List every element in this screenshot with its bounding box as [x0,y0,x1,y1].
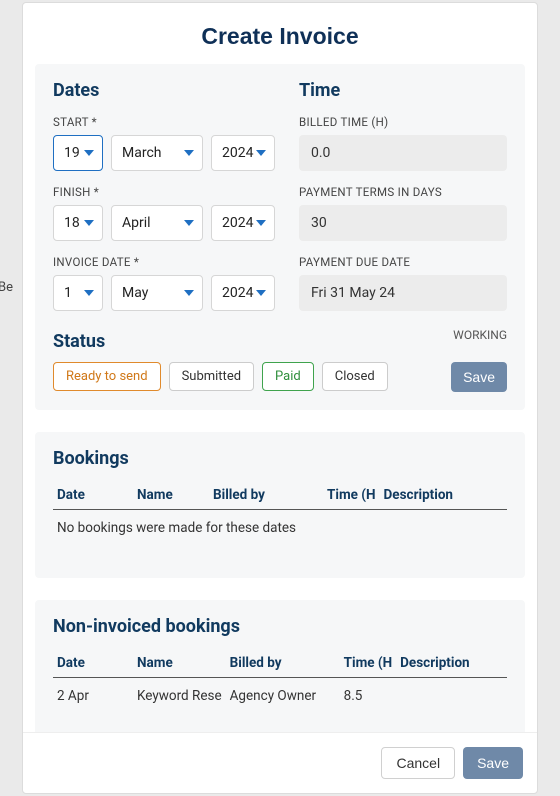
bookings-col-name: Name [133,481,209,510]
noninvoiced-table: Date Name Billed by Time (H Description … [53,649,507,732]
status-working-label: WORKING [453,328,507,342]
chevron-down-icon [84,290,94,296]
status-save-button[interactable]: Save [451,362,507,392]
status-chip-submitted[interactable]: Submitted [169,362,254,391]
chevron-down-icon [256,290,266,296]
payment-terms-label: PAYMENT TERMS IN DAYS [299,185,507,199]
noninvoiced-description [396,678,507,715]
start-label: START [53,115,275,129]
billed-time-value: 0.0 [299,135,507,171]
finish-year-select[interactable]: 2024 [211,205,275,241]
invoice-day-select[interactable]: 1 [53,275,103,311]
bookings-empty-text: No bookings were made for these dates [53,510,507,547]
chevron-down-icon [184,290,194,296]
noninvoiced-row[interactable]: 2 Apr Keyword Rese Agency Owner 8.5 [53,678,507,715]
finish-year-value: 2024 [222,215,253,231]
invoice-date-label: INVOICE DATE [53,255,275,269]
noninvoiced-col-billed: Billed by [226,649,340,678]
save-button[interactable]: Save [463,747,523,779]
chevron-down-icon [84,150,94,156]
noninvoiced-billed: Agency Owner [226,678,340,715]
chevron-down-icon [84,220,94,226]
chevron-down-icon [256,150,266,156]
bookings-heading: Bookings [53,448,507,469]
finish-label: FINISH [53,185,275,199]
payment-terms-value: 30 [299,205,507,241]
status-chip-closed[interactable]: Closed [322,362,388,391]
payment-due-label: PAYMENT DUE DATE [299,255,507,269]
start-day-value: 19 [64,145,80,161]
status-heading: Status [53,331,105,352]
invoice-month-value: May [122,285,148,301]
chevron-down-icon [184,220,194,226]
chevron-down-icon [256,220,266,226]
start-month-select[interactable]: March [111,135,203,171]
invoice-month-select[interactable]: May [111,275,203,311]
noninvoiced-col-description: Description [396,649,507,678]
create-invoice-modal: Create Invoice Dates START 19 [22,2,538,794]
dates-heading: Dates [53,80,275,101]
start-year-select[interactable]: 2024 [211,135,275,171]
invoice-year-select[interactable]: 2024 [211,275,275,311]
bookings-col-description: Description [380,481,507,510]
start-month-value: March [122,145,162,161]
background-text: Be [0,280,13,295]
noninvoiced-name: Keyword Rese [133,678,226,715]
modal-title: Create Invoice [23,3,537,64]
bookings-col-time: Time (H [323,481,380,510]
noninvoiced-time: 8.5 [340,678,397,715]
noninvoiced-col-date: Date [53,649,133,678]
invoice-year-value: 2024 [222,285,253,301]
finish-month-select[interactable]: April [111,205,203,241]
time-heading: Time [299,80,507,101]
cancel-button[interactable]: Cancel [381,747,455,779]
status-chip-ready[interactable]: Ready to send [53,362,161,391]
status-chip-paid[interactable]: Paid [262,362,314,391]
noninvoiced-date: 2 Apr [53,678,133,715]
modal-footer: Cancel Save [23,732,537,793]
bookings-empty-row: No bookings were made for these dates [53,510,507,547]
payment-due-value: Fri 31 May 24 [299,275,507,311]
bookings-col-date: Date [53,481,133,510]
noninvoiced-heading: Non-invoiced bookings [53,616,507,637]
chevron-down-icon [184,150,194,156]
bookings-table: Date Name Billed by Time (H Description … [53,481,507,566]
finish-month-value: April [122,215,151,231]
noninvoiced-col-name: Name [133,649,226,678]
finish-day-value: 18 [64,215,80,231]
billed-time-label: BILLED TIME (H) [299,115,507,129]
start-year-value: 2024 [222,145,253,161]
noninvoiced-col-time: Time (H [340,649,397,678]
start-day-select[interactable]: 19 [53,135,103,171]
bookings-col-billed: Billed by [209,481,323,510]
finish-day-select[interactable]: 18 [53,205,103,241]
invoice-day-value: 1 [64,285,72,301]
